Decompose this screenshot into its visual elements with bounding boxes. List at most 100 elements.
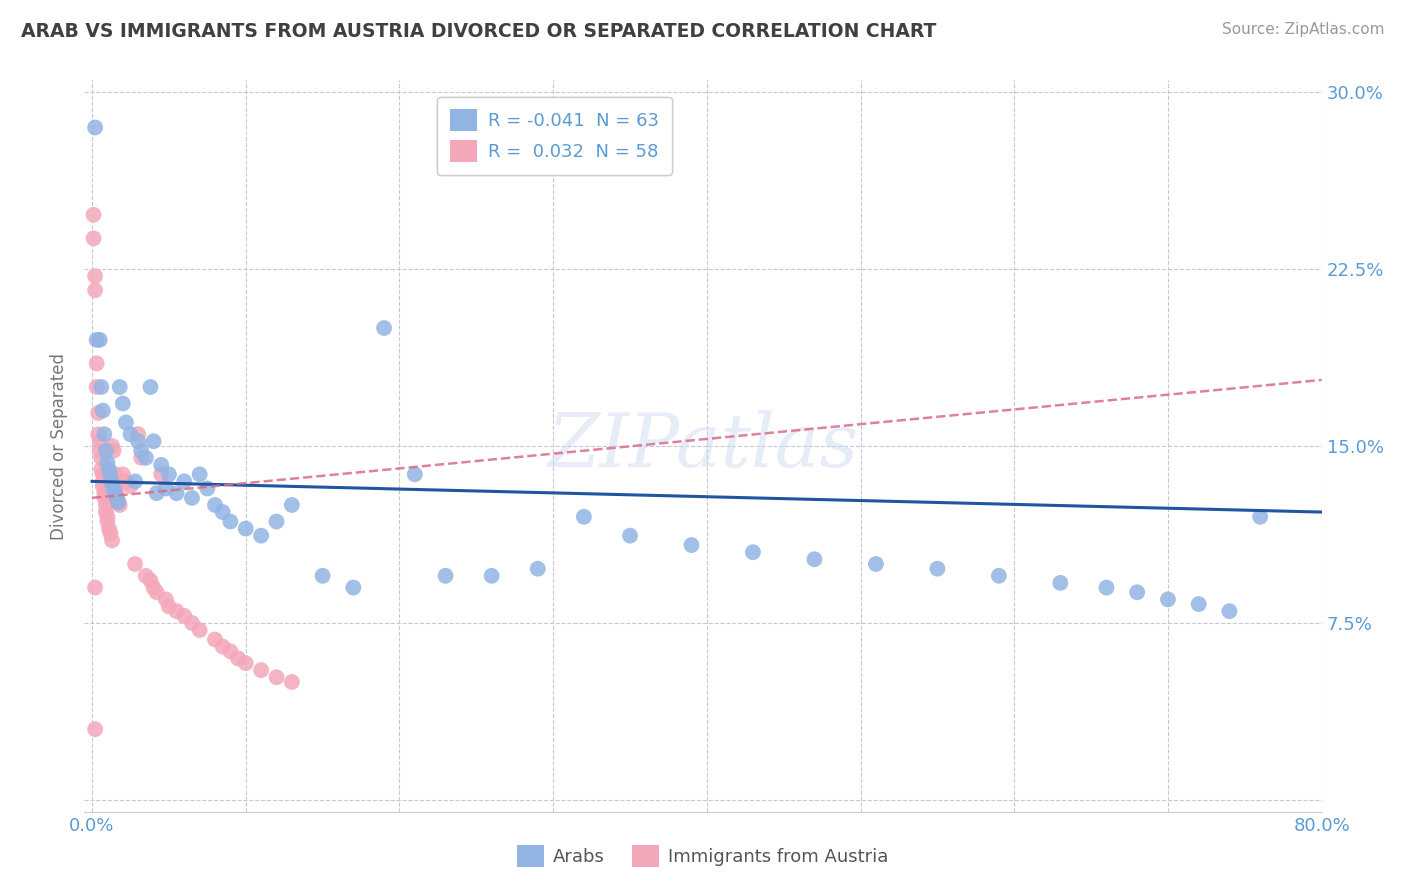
Point bbox=[84, 120, 107, 135]
Point bbox=[1157, 592, 1180, 607]
Point bbox=[91, 403, 114, 417]
Point bbox=[404, 467, 426, 482]
Point bbox=[250, 529, 273, 543]
Point bbox=[84, 269, 107, 284]
Point bbox=[107, 495, 129, 509]
Point bbox=[342, 581, 364, 595]
Point bbox=[235, 522, 257, 536]
Point bbox=[219, 644, 242, 658]
Point bbox=[86, 380, 108, 394]
Point bbox=[93, 427, 115, 442]
Point bbox=[105, 491, 128, 505]
Point bbox=[219, 515, 242, 529]
Point bbox=[97, 522, 120, 536]
Point bbox=[124, 557, 146, 571]
Point bbox=[90, 450, 112, 465]
Point bbox=[103, 443, 125, 458]
Point bbox=[195, 482, 218, 496]
Point bbox=[145, 486, 167, 500]
Point bbox=[139, 574, 162, 588]
Point bbox=[115, 416, 138, 430]
Point bbox=[235, 656, 257, 670]
Point bbox=[120, 427, 142, 442]
Point bbox=[987, 568, 1010, 582]
Point bbox=[173, 475, 195, 489]
Point bbox=[1095, 581, 1118, 595]
Point bbox=[204, 498, 226, 512]
Point bbox=[1188, 597, 1211, 611]
Point bbox=[120, 479, 142, 493]
Point bbox=[83, 208, 105, 222]
Point bbox=[94, 443, 117, 458]
Point bbox=[129, 443, 152, 458]
Point bbox=[142, 581, 165, 595]
Point bbox=[96, 509, 118, 524]
Point bbox=[108, 380, 131, 394]
Point bbox=[145, 585, 167, 599]
Point bbox=[1249, 509, 1271, 524]
Point bbox=[93, 486, 115, 500]
Point bbox=[1049, 575, 1071, 590]
Point bbox=[84, 581, 107, 595]
Point bbox=[865, 557, 887, 571]
Point bbox=[572, 509, 595, 524]
Point bbox=[84, 283, 107, 297]
Point bbox=[127, 434, 149, 449]
Point bbox=[139, 380, 162, 394]
Point bbox=[135, 450, 157, 465]
Point bbox=[105, 486, 128, 500]
Point bbox=[86, 356, 108, 370]
Point bbox=[481, 568, 503, 582]
Point bbox=[104, 479, 127, 493]
Point bbox=[83, 231, 105, 245]
Point bbox=[142, 434, 165, 449]
Point bbox=[373, 321, 395, 335]
Point bbox=[166, 486, 188, 500]
Point bbox=[157, 467, 180, 482]
Point bbox=[204, 632, 226, 647]
Point bbox=[91, 479, 114, 493]
Point bbox=[89, 333, 111, 347]
Point bbox=[104, 467, 127, 482]
Point bbox=[188, 467, 211, 482]
Point bbox=[311, 568, 333, 582]
Point bbox=[129, 450, 152, 465]
Text: ZIPatlas: ZIPatlas bbox=[547, 409, 859, 483]
Text: Source: ZipAtlas.com: Source: ZipAtlas.com bbox=[1222, 22, 1385, 37]
Point bbox=[101, 476, 124, 491]
Point bbox=[181, 491, 204, 505]
Point bbox=[87, 406, 110, 420]
Point bbox=[84, 722, 107, 736]
Point bbox=[101, 439, 124, 453]
Point bbox=[1218, 604, 1240, 618]
Point bbox=[94, 505, 117, 519]
Point bbox=[111, 467, 134, 482]
Point bbox=[266, 670, 288, 684]
Point bbox=[94, 498, 117, 512]
Point bbox=[742, 545, 765, 559]
Point bbox=[135, 568, 157, 582]
Point bbox=[115, 475, 138, 489]
Point bbox=[619, 529, 641, 543]
Point bbox=[90, 462, 112, 476]
Point bbox=[155, 482, 177, 496]
Point bbox=[211, 640, 233, 654]
Point bbox=[803, 552, 825, 566]
Point bbox=[166, 604, 188, 618]
Legend: R = -0.041  N = 63, R =  0.032  N = 58: R = -0.041 N = 63, R = 0.032 N = 58 bbox=[437, 96, 672, 175]
Point bbox=[100, 469, 122, 483]
Point bbox=[90, 380, 112, 394]
Legend: Arabs, Immigrants from Austria: Arabs, Immigrants from Austria bbox=[510, 838, 896, 874]
Point bbox=[157, 599, 180, 614]
Point bbox=[97, 462, 120, 476]
Point bbox=[127, 427, 149, 442]
Point bbox=[87, 427, 110, 442]
Point bbox=[266, 515, 288, 529]
Point bbox=[96, 515, 118, 529]
Point bbox=[108, 498, 131, 512]
Point bbox=[434, 568, 457, 582]
Point bbox=[250, 663, 273, 677]
Point bbox=[96, 456, 118, 470]
Point bbox=[188, 623, 211, 637]
Point bbox=[150, 458, 173, 472]
